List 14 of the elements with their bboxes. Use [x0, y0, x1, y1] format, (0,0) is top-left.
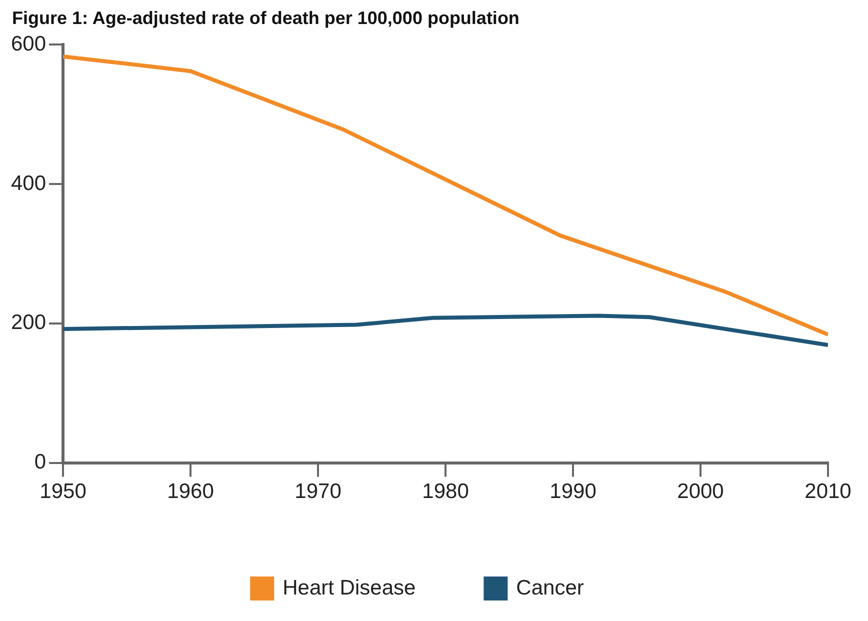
legend-label: Heart Disease	[282, 576, 416, 600]
x-tick-label: 1970	[294, 480, 342, 504]
x-tick-label: 2000	[677, 480, 724, 504]
x-tick-label: 1990	[550, 480, 596, 504]
x-tick-label: 1950	[40, 480, 86, 504]
x-tick-label: 1960	[167, 480, 214, 504]
x-tick-label: 1980	[422, 480, 469, 504]
y-tick-label: 200	[10, 311, 46, 334]
y-tick-label: 400	[10, 172, 46, 195]
legend-label: Cancer	[516, 576, 584, 600]
x-tick-label: 2010	[804, 480, 852, 504]
chart-title: Figure 1: Age-adjusted rate of death per 100,000 population	[12, 8, 520, 29]
y-tick-label: 0	[34, 450, 46, 474]
y-tick-label: 600	[10, 32, 46, 56]
